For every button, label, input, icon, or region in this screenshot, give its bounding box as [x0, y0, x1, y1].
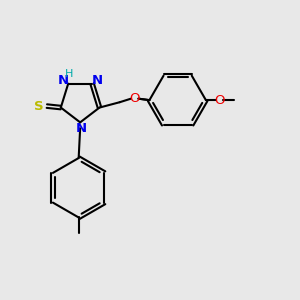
Text: O: O	[214, 94, 224, 106]
Text: O: O	[129, 92, 140, 105]
Text: S: S	[34, 100, 44, 112]
Text: N: N	[76, 122, 87, 135]
Text: N: N	[92, 74, 103, 87]
Text: N: N	[57, 74, 68, 87]
Text: H: H	[64, 68, 73, 79]
